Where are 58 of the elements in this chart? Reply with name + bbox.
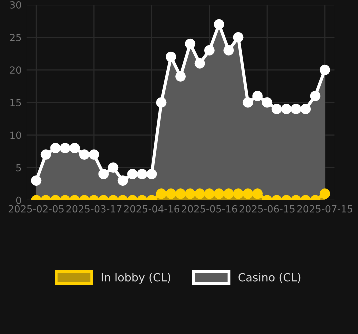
y-tick-label: 5 [16,164,22,172]
y-tick-label: 25 [10,34,22,42]
point [166,52,176,62]
point [320,64,330,76]
y-tick-label: 10 [10,132,22,140]
point [40,150,52,160]
x-tick-label: 2025-03-17 [66,205,122,213]
point [176,71,186,82]
point [127,169,138,180]
point [31,176,42,186]
x-tick-label: 2025-07-15 [298,205,353,213]
point [214,188,224,200]
point [137,169,148,180]
y-tick-label: 15 [10,99,22,107]
point [176,188,186,200]
point [281,104,292,114]
y-tick-label: 20 [10,66,22,74]
point [79,150,90,160]
point [233,32,244,43]
point [233,188,244,200]
point [262,97,273,108]
point [204,188,215,200]
point [224,188,234,200]
point [252,90,263,102]
point [194,58,206,69]
point [98,169,110,180]
point [204,45,215,56]
point [310,90,321,102]
point [300,104,312,114]
x-tick-label: 2025-02-05 [8,205,64,213]
point [242,188,254,200]
legend-label: Casino (CL) [238,273,301,284]
y-tick-label: 0 [16,196,22,204]
point [252,188,263,200]
point [146,169,158,180]
legend-label: In lobby (CL) [102,273,170,284]
point [88,150,100,160]
point [60,143,71,154]
point [320,188,330,200]
point [291,104,302,114]
point [185,188,196,200]
point [185,38,196,50]
point [108,162,119,174]
x-tick-label: 2025-05-16 [182,205,238,213]
point [166,188,176,200]
point [70,143,80,154]
point [156,188,167,200]
point [242,97,254,108]
point [272,104,282,114]
x-tick-label: 2025-04-16 [124,205,180,213]
point [214,19,224,30]
y-tick-label: 30 [10,1,22,9]
point [194,188,206,200]
point [156,97,167,108]
point [50,143,61,154]
point [118,176,128,186]
x-tick-label: 2025-06-15 [240,205,295,213]
point [224,45,234,56]
